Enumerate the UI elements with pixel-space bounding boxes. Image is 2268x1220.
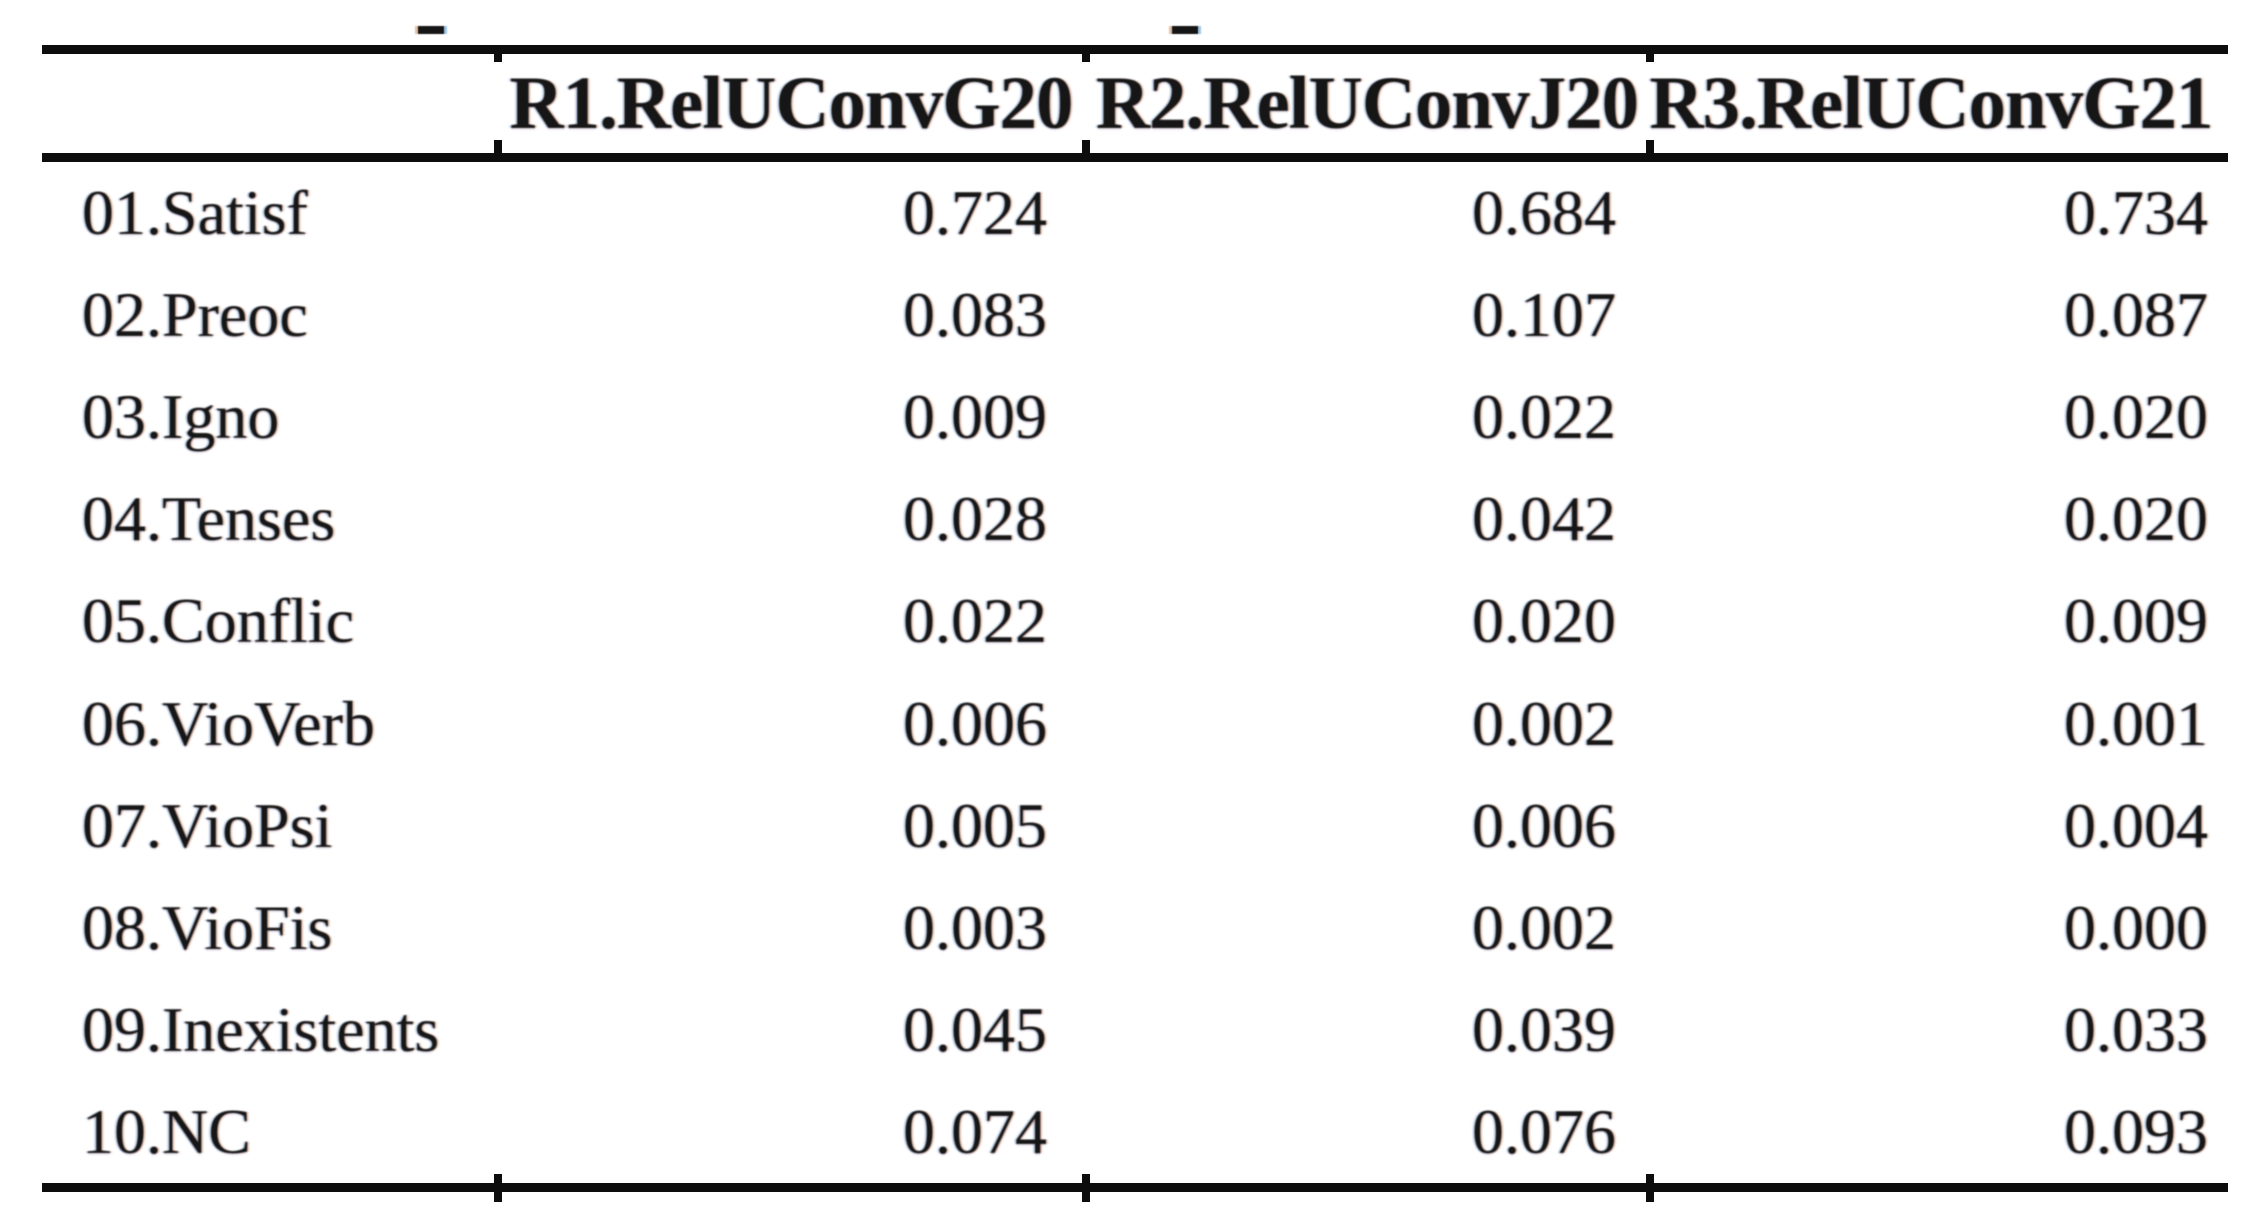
row-label: 01.Satisf — [82, 177, 308, 249]
column-tick — [1646, 46, 1654, 62]
scan-artifact-dash-right — [1172, 26, 1198, 34]
cell-value: 0.001 — [2064, 687, 2208, 759]
cell-value: 0.009 — [903, 381, 1047, 453]
column-tick — [1646, 140, 1654, 156]
table-row: 08.VioFis 0.003 0.002 0.000 — [0, 877, 2268, 979]
cell-value: 0.724 — [903, 177, 1047, 249]
cell-value: 0.087 — [2064, 279, 2208, 351]
row-label: 10.NC — [82, 1095, 251, 1167]
table-row: 04.Tenses 0.028 0.042 0.020 — [0, 468, 2268, 570]
cell-value: 0.020 — [1472, 585, 1616, 657]
table-header-rule — [42, 153, 2228, 162]
cell-value: 0.074 — [903, 1095, 1047, 1167]
table-row: 02.Preoc 0.083 0.107 0.087 — [0, 264, 2268, 366]
cell-value: 0.005 — [903, 789, 1047, 861]
table-body: 01.Satisf 0.724 0.684 0.734 02.Preoc 0.0… — [0, 162, 2268, 1183]
scan-artifact-dash-left — [418, 26, 444, 34]
cell-value: 0.045 — [903, 993, 1047, 1065]
column-tick — [494, 1174, 502, 1202]
cell-value: 0.020 — [2064, 483, 2208, 555]
table-row: 03.Igno 0.009 0.022 0.020 — [0, 366, 2268, 468]
column-tick — [1082, 46, 1090, 62]
cell-value: 0.020 — [2064, 381, 2208, 453]
table-top-rule — [42, 45, 2228, 54]
table-row: 07.VioPsi 0.005 0.006 0.004 — [0, 775, 2268, 877]
cell-value: 0.734 — [2064, 177, 2208, 249]
table-row: 10.NC 0.074 0.076 0.093 — [0, 1081, 2268, 1183]
table-header-row: R1.RelUConvG20 R2.RelUConvJ20 R3.RelUCon… — [0, 54, 2268, 153]
cell-value: 0.076 — [1472, 1095, 1616, 1167]
row-label: 04.Tenses — [82, 483, 336, 555]
cell-value: 0.083 — [903, 279, 1047, 351]
cell-value: 0.028 — [903, 483, 1047, 555]
row-label: 03.Igno — [82, 381, 280, 453]
cell-value: 0.093 — [2064, 1095, 2208, 1167]
column-tick — [1082, 1174, 1090, 1202]
column-header-r2: R2.RelUConvJ20 — [1095, 61, 1639, 145]
cell-value: 0.022 — [903, 585, 1047, 657]
column-header-r3: R3.RelUConvG21 — [1649, 61, 2213, 145]
cell-value: 0.022 — [1472, 381, 1616, 453]
cell-value: 0.006 — [903, 687, 1047, 759]
row-label: 02.Preoc — [82, 279, 308, 351]
column-tick — [494, 46, 502, 62]
row-label: 07.VioPsi — [82, 789, 333, 861]
cell-value: 0.039 — [1472, 993, 1616, 1065]
table-bottom-rule — [42, 1183, 2228, 1192]
row-label: 06.VioVerb — [82, 687, 375, 759]
row-label: 09.Inexistents — [82, 993, 440, 1065]
cell-value: 0.004 — [2064, 789, 2208, 861]
row-label: 05.Conflic — [82, 585, 354, 657]
cell-value: 0.002 — [1472, 891, 1616, 963]
cell-value: 0.006 — [1472, 789, 1616, 861]
table-row: 05.Conflic 0.022 0.020 0.009 — [0, 570, 2268, 672]
column-tick — [494, 140, 502, 156]
column-tick — [1082, 140, 1090, 156]
cell-value: 0.042 — [1472, 483, 1616, 555]
cell-value: 0.000 — [2064, 891, 2208, 963]
cell-value: 0.009 — [2064, 585, 2208, 657]
cell-value: 0.684 — [1472, 177, 1616, 249]
cell-value: 0.107 — [1472, 279, 1616, 351]
cell-value: 0.003 — [903, 891, 1047, 963]
table-row: 06.VioVerb 0.006 0.002 0.001 — [0, 672, 2268, 774]
column-header-r1: R1.RelUConvG20 — [509, 61, 1073, 145]
table-row: 09.Inexistents 0.045 0.039 0.033 — [0, 979, 2268, 1081]
table-row: 01.Satisf 0.724 0.684 0.734 — [0, 162, 2268, 264]
row-label: 08.VioFis — [82, 891, 333, 963]
column-tick — [1646, 1174, 1654, 1202]
cell-value: 0.033 — [2064, 993, 2208, 1065]
cell-value: 0.002 — [1472, 687, 1616, 759]
